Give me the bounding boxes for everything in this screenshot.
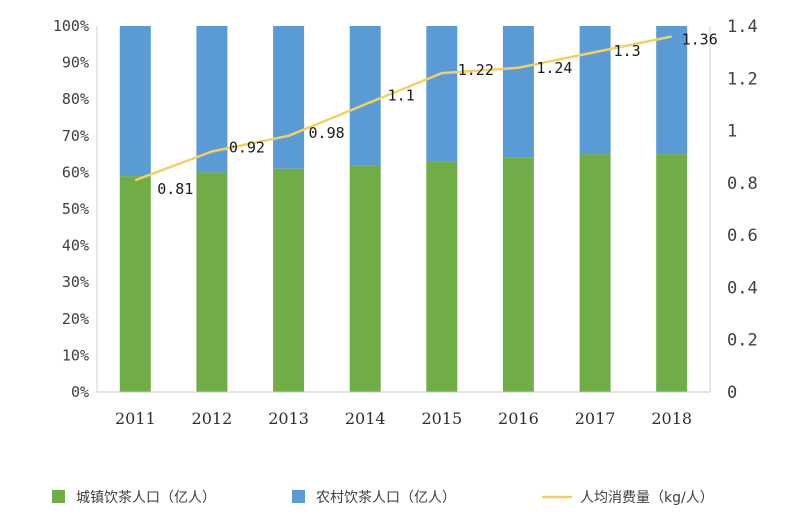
line-data-label: 0.92 (229, 139, 265, 157)
legend-urban-label: 城镇饮茶人口（亿人） (76, 490, 216, 506)
bar-rural-2016 (502, 26, 534, 158)
category-label: 2015 (421, 409, 462, 428)
left-tick-label: 60% (62, 163, 89, 181)
category-label: 2012 (192, 409, 233, 428)
bars-layer (119, 26, 688, 392)
bar-rural-2011 (119, 26, 151, 177)
left-tick-label: 100% (53, 17, 89, 35)
legend-layer: 城镇饮茶人口（亿人） 农村饮茶人口（亿人） 人均消费量（kg/人） (52, 490, 714, 506)
right-tick-label: 0.6 (727, 226, 758, 246)
bar-urban-2015 (426, 161, 458, 392)
line-data-label: 1.1 (388, 86, 415, 104)
line-data-label: 0.81 (157, 180, 193, 198)
line-layer (134, 35, 672, 182)
left-tick-label: 30% (62, 273, 89, 291)
legend-urban-swatch (52, 490, 65, 503)
left-tick-label: 90% (62, 54, 89, 72)
right-tick-label: 1 (727, 122, 737, 142)
left-tick-label: 50% (62, 200, 89, 218)
legend-rural-swatch (292, 490, 305, 503)
category-label: 2013 (268, 409, 309, 428)
line-data-label: 1.3 (614, 42, 641, 60)
bar-urban-2013 (273, 168, 305, 392)
line-data-label: 1.24 (536, 59, 572, 77)
bar-rural-2015 (426, 26, 458, 162)
left-tick-label: 80% (62, 90, 89, 108)
left-tick-label: 40% (62, 237, 89, 255)
bar-urban-2011 (119, 176, 151, 392)
left-tick-label: 70% (62, 127, 89, 145)
left-tick-label: 0% (71, 383, 89, 401)
bar-rural-2013 (273, 26, 305, 169)
left-tick-label: 10% (62, 346, 89, 364)
legend-rural-label: 农村饮茶人口（亿人） (316, 490, 456, 506)
left-tick-label: 20% (62, 310, 89, 328)
category-label: 2016 (498, 409, 539, 428)
bar-urban-2016 (502, 157, 534, 392)
category-label: 2018 (651, 409, 692, 428)
bar-rural-2014 (349, 26, 381, 166)
line-data-label: 0.98 (309, 124, 345, 142)
bar-rural-2012 (196, 26, 228, 173)
axes-layer: 0% 10% 20% 30% 40% 50% 60% 70% 80% 90% 100% 0 0.2 0.4… (53, 17, 758, 428)
line-data-label: 1.22 (458, 61, 494, 79)
line-per-capita-consumption (134, 35, 672, 182)
category-label: 2017 (575, 409, 616, 428)
bar-urban-2012 (196, 172, 228, 392)
right-tick-label: 0.8 (727, 174, 758, 194)
line-data-label: 1.36 (682, 31, 718, 49)
category-label: 2011 (115, 409, 156, 428)
bar-urban-2017 (579, 154, 611, 392)
bar-rural-2017 (579, 26, 611, 155)
right-tick-label: 1.2 (727, 69, 758, 89)
labels-layer: 0.81 0.92 0.98 1.1 1.22 1.24 1.3 1.36 (157, 31, 718, 199)
right-tick-label: 1.4 (727, 17, 758, 37)
category-label: 2014 (345, 409, 386, 428)
bar-urban-2014 (349, 165, 381, 392)
right-tick-label: 0.2 (727, 331, 758, 351)
bar-urban-2018 (656, 154, 688, 392)
right-tick-label: 0 (727, 383, 737, 403)
right-tick-label: 0.4 (727, 278, 758, 298)
legend-per-capita-label: 人均消费量（kg/人） (580, 490, 714, 506)
bar-rural-2018 (656, 26, 688, 155)
